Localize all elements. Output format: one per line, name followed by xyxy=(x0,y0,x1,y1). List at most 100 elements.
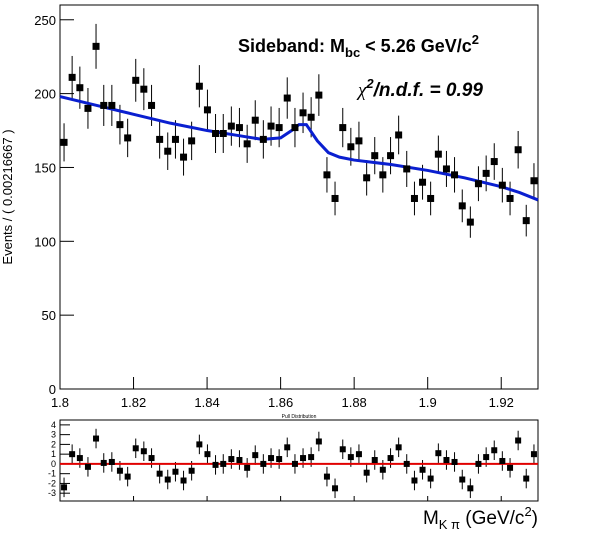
data-point xyxy=(307,113,315,121)
pull-point xyxy=(411,477,418,484)
data-point xyxy=(60,138,68,146)
pull-point xyxy=(395,444,402,451)
y-axis-title: Events / ( 0.00216667 ) xyxy=(0,129,15,264)
main-frame xyxy=(59,4,539,390)
data-point xyxy=(514,146,522,154)
pull-point xyxy=(69,451,76,458)
data-point xyxy=(219,129,227,137)
pull-point xyxy=(339,446,346,453)
y-tick-label: 4 xyxy=(51,420,56,430)
pull-point xyxy=(451,458,458,465)
data-point xyxy=(140,85,148,93)
pull-point xyxy=(116,467,123,474)
pull-point xyxy=(291,460,298,467)
y-tick-label: 2 xyxy=(51,439,56,449)
pull-point xyxy=(491,447,498,454)
data-point xyxy=(387,152,395,160)
chi2: χ2/n.d.f. = 0.99 xyxy=(356,76,483,101)
pull-point xyxy=(284,444,291,451)
pull-point xyxy=(212,461,219,468)
pull-point xyxy=(84,463,91,470)
pull-point xyxy=(108,458,115,465)
pull-point xyxy=(507,464,514,471)
data-point xyxy=(235,124,243,132)
pull-point xyxy=(61,484,68,491)
data-point xyxy=(458,202,466,210)
x-title-end: ) xyxy=(532,508,538,529)
y-tick-label: -3 xyxy=(48,488,56,498)
pull-point xyxy=(156,470,163,477)
y-tick-label: 1 xyxy=(51,449,56,459)
data-point xyxy=(148,101,156,109)
pull-frame xyxy=(59,419,539,502)
data-point xyxy=(164,147,172,155)
pull-point xyxy=(459,476,466,483)
x-tick-label: 1.8 xyxy=(51,395,69,410)
data-point xyxy=(490,158,498,166)
pull-point xyxy=(124,473,131,480)
data-point xyxy=(84,104,92,112)
data-point xyxy=(108,101,116,109)
data-point xyxy=(482,169,490,177)
data-point xyxy=(506,194,514,202)
data-point xyxy=(410,194,418,202)
data-point xyxy=(363,174,371,182)
annotation: Sideband: Mbc < 5.26 GeV/c2 xyxy=(238,32,479,60)
x-title-sub: K π xyxy=(439,517,460,531)
data-point xyxy=(68,73,76,81)
data-point xyxy=(427,194,435,202)
y-tick-label: 250 xyxy=(34,13,56,28)
data-point xyxy=(283,94,291,102)
data-point xyxy=(227,122,235,130)
data-point xyxy=(124,134,132,142)
data-point xyxy=(243,140,251,148)
pull-point xyxy=(515,437,522,444)
pull-point xyxy=(132,445,139,452)
pull-point xyxy=(387,455,394,462)
pull-point xyxy=(403,460,410,467)
pull-point xyxy=(204,451,211,458)
data-point xyxy=(76,84,84,92)
pull-point xyxy=(276,456,283,463)
x-tick-label: 1.82 xyxy=(121,395,146,410)
pull-point xyxy=(252,452,259,459)
y-tick-label: -1 xyxy=(48,469,56,479)
pull-point xyxy=(196,441,203,448)
data-point xyxy=(195,82,203,90)
pull-point xyxy=(499,457,506,464)
y-tick-label: -2 xyxy=(48,478,56,488)
pull-point xyxy=(244,464,251,471)
x-tick-label: 1.9 xyxy=(419,395,437,410)
pull-point xyxy=(164,476,171,483)
annotation-sub: bc xyxy=(345,45,360,60)
pull-point xyxy=(363,469,370,476)
data-point xyxy=(434,150,442,158)
data-point xyxy=(522,217,530,225)
y-tick-label: 3 xyxy=(51,430,56,440)
chi2-rest: /n.d.f. = 0.99 xyxy=(373,80,484,101)
x-title-sup: 2 xyxy=(524,504,531,519)
pull-point xyxy=(76,455,83,462)
x-tick-label: 1.88 xyxy=(341,395,366,410)
data-point xyxy=(212,129,220,137)
data-point xyxy=(355,137,363,145)
pull-point xyxy=(523,475,530,482)
data-point xyxy=(188,137,196,145)
x-axis-title: MK π (GeV/c2) xyxy=(423,504,538,531)
data-point xyxy=(466,218,474,226)
pull-title: Pull Distribution xyxy=(282,414,317,420)
data-point xyxy=(339,124,347,132)
pull-point xyxy=(530,451,537,458)
pull-point xyxy=(315,438,322,445)
x-title-text: M xyxy=(423,508,439,529)
pull-point xyxy=(435,450,442,457)
data-point xyxy=(403,165,411,173)
data-point xyxy=(331,194,339,202)
pull-point xyxy=(475,460,482,467)
pull-point xyxy=(355,451,362,458)
pull-point xyxy=(260,460,267,467)
fit-curve xyxy=(59,95,539,202)
pull-point xyxy=(483,454,490,461)
data-point xyxy=(371,152,379,160)
